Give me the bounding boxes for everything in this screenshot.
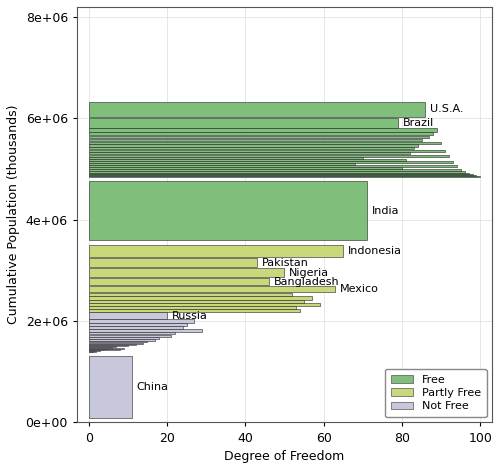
Text: India: India [372,205,399,216]
Bar [88,335,171,337]
Bar [88,165,457,167]
Bar [88,135,429,138]
Bar [88,306,296,309]
Bar [88,293,292,296]
Bar [88,157,363,159]
Y-axis label: Cumulative Population (thousands): Cumulative Population (thousands) [7,105,20,324]
Bar [88,161,453,163]
Bar [88,349,120,350]
Bar [88,300,304,303]
Bar [88,329,202,332]
Text: Nigeria: Nigeria [289,268,330,278]
Bar [88,278,269,285]
Bar [88,356,132,418]
Bar [88,346,116,347]
Bar [88,309,300,312]
Bar [88,159,406,161]
Bar [88,345,128,346]
Text: Russia: Russia [172,311,207,321]
Bar [88,147,413,149]
Bar [88,347,112,348]
Bar [88,150,445,152]
Text: U.S.A.: U.S.A. [430,104,464,114]
Text: Bangladesh: Bangladesh [274,277,339,287]
Text: Indonesia: Indonesia [348,246,402,256]
Bar [88,339,155,341]
Bar [88,323,186,326]
Bar [88,152,410,155]
Bar [88,155,449,157]
Text: China: China [136,382,168,392]
Bar [88,174,472,175]
Bar [88,245,343,257]
Bar [88,181,366,241]
Bar [88,297,312,299]
Text: Mexico: Mexico [340,284,379,294]
X-axis label: Degree of Freedom: Degree of Freedom [224,450,344,463]
Bar [88,348,124,349]
Bar [88,343,144,344]
Bar [88,326,182,329]
Bar [88,171,464,172]
Bar [88,167,402,169]
Bar [88,172,468,174]
Text: Pakistan: Pakistan [262,258,308,268]
Bar [88,175,476,176]
Bar [88,164,355,165]
Bar [88,303,320,306]
Bar [88,258,257,267]
Bar [88,320,194,322]
Bar [88,118,398,128]
Bar [88,144,417,147]
Bar [88,139,421,141]
Bar [88,313,167,319]
Bar [88,286,336,292]
Bar [88,268,284,277]
Legend: Free, Partly Free, Not Free: Free, Partly Free, Not Free [385,369,486,417]
Bar [88,102,425,117]
Bar [88,332,175,335]
Text: Brazil: Brazil [403,118,434,128]
Bar [88,344,136,345]
Bar [88,176,480,177]
Bar [88,169,461,171]
Bar [88,132,434,135]
Bar [88,141,441,144]
Bar [88,128,437,132]
Bar [88,341,148,343]
Bar [88,337,159,339]
